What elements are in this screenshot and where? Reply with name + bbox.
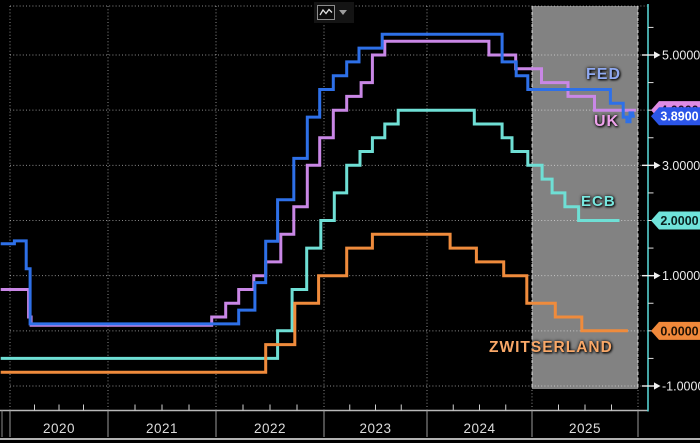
y-axis-label-3.0000: 3.0000 [662,159,700,173]
y-tick-arrow-icon [654,161,661,169]
fed-price-badge [651,107,700,126]
line-chart-icon [317,5,335,20]
y-tick-arrow-icon [654,51,661,59]
ecb-price-badge-value: 2.0000 [660,214,698,228]
forecast-region [532,6,638,389]
zwitserland-price-badge-value: 0.0000 [660,324,698,338]
y-tick-arrow-icon [654,272,661,280]
caret-down-icon[interactable] [339,10,347,15]
y-axis-label--1.0000: -1.0000 [662,380,700,394]
bottom-border-line [0,438,700,440]
chart-type-button[interactable] [314,2,354,23]
ecb-line [0,108,620,360]
zwitserland-price-badge [651,321,700,340]
y-tick-arrow-icon [654,382,661,390]
zwitserland-line [0,232,628,374]
ecb-price-badge [651,211,700,230]
y-axis-label-5.0000: 5.0000 [662,49,700,63]
fed-price-badge-value: 3.8900 [660,110,698,124]
fed-line [0,32,635,326]
y-axis-label-1.0000: 1.0000 [662,269,700,283]
